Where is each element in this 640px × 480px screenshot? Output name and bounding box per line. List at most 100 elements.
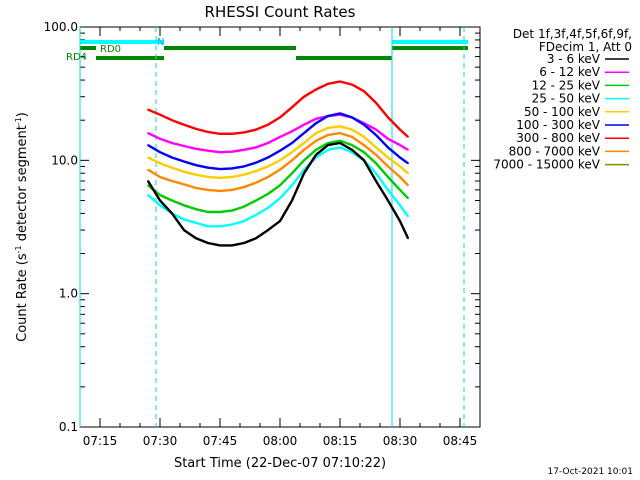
series-point: [363, 123, 365, 126]
series-point: [207, 211, 209, 213]
legend-header-line1: Det 1f,3f,4f,5f,6f,9f,: [513, 27, 632, 41]
series-point: [231, 176, 233, 178]
series-point: [267, 176, 269, 178]
legend-label: 100 - 300 keV: [516, 118, 600, 132]
series-point: [183, 218, 185, 221]
series-point: [407, 135, 409, 138]
series-point: [327, 82, 329, 85]
series-point: [231, 223, 233, 226]
series-point: [243, 220, 245, 223]
series-point: [303, 168, 305, 171]
series-point: [279, 159, 281, 162]
series-point: [339, 112, 341, 115]
series-point: [399, 128, 401, 131]
series-point: [171, 142, 173, 144]
series-point: [363, 90, 365, 93]
series-point: [407, 237, 409, 240]
legend-label: 50 - 100 keV: [524, 105, 601, 119]
series-point: [231, 150, 233, 153]
series-point: [171, 156, 173, 159]
series-point: [195, 128, 197, 130]
y-tick-label: 1.0: [59, 287, 78, 301]
series-point: [387, 189, 389, 191]
series-point: [147, 168, 149, 171]
legend-label: 800 - 7000 keV: [509, 144, 601, 158]
legend-label: 12 - 25 keV: [532, 78, 601, 92]
series-point: [267, 229, 269, 231]
flag-label-rd0: RD0: [100, 44, 121, 55]
series-point: [255, 199, 257, 202]
series-point: [291, 130, 293, 133]
series-point: [243, 242, 245, 244]
series-point: [399, 144, 401, 147]
series-point: [183, 170, 185, 173]
series-point: [243, 148, 245, 151]
series-point: [407, 172, 409, 175]
series-point: [375, 153, 377, 156]
y-tick-label: 10.0: [51, 153, 78, 167]
flags-layer: N RD0 RD4: [66, 37, 468, 63]
series-point: [387, 199, 389, 202]
series-point: [195, 164, 197, 167]
series-point: [303, 159, 305, 162]
series-point: [339, 142, 341, 144]
axes-layer: 0.1 1.0 10.0 100.0 07:15 07:30 07:45 08:00 08:15…: [44, 20, 481, 448]
series-point: [195, 221, 197, 224]
series-point: [303, 95, 305, 98]
series-point: [171, 166, 173, 169]
series-point: [159, 137, 161, 140]
series-point: [291, 172, 293, 175]
series-point: [171, 212, 173, 215]
series-point: [207, 131, 209, 133]
series-line-1: [147, 113, 409, 154]
series-point: [291, 142, 293, 144]
series-point: [183, 204, 185, 207]
series-point: [407, 184, 409, 187]
series-point: [267, 165, 269, 168]
series-point: [159, 162, 161, 165]
series-point: [219, 225, 221, 228]
series-point: [159, 194, 161, 196]
series-point: [303, 172, 305, 175]
series-point: [303, 142, 305, 144]
x-tick-label: 07:45: [203, 434, 238, 448]
series-point: [339, 146, 341, 149]
series-point: [267, 123, 269, 126]
series-point: [267, 206, 269, 209]
series-point: [231, 209, 233, 212]
series-point: [219, 189, 221, 192]
series-point: [231, 189, 233, 191]
series-point: [387, 146, 389, 149]
series-point: [171, 119, 173, 122]
legend-label: 7000 - 15000 keV: [493, 158, 600, 172]
series-point: [375, 101, 377, 104]
series-point: [147, 108, 149, 111]
series-point: [255, 146, 257, 149]
series-point: [183, 229, 185, 231]
series-point: [207, 189, 209, 191]
series-point: [327, 115, 329, 117]
series-point: [375, 134, 377, 136]
series-point: [399, 204, 401, 207]
flag-label-rd4: RD4: [66, 52, 87, 63]
x-tick-label: 07:30: [143, 434, 178, 448]
flag-label-n: N: [157, 37, 164, 48]
series-point: [219, 176, 221, 179]
series-point: [147, 144, 149, 147]
series-point: [147, 156, 149, 159]
series-point: [315, 148, 317, 151]
vlines-layer: [79, 27, 465, 427]
series-point: [375, 172, 377, 175]
series-point: [279, 184, 281, 187]
series-point: [363, 135, 365, 138]
series-point: [351, 135, 353, 138]
series-point: [279, 220, 281, 223]
series-point: [183, 123, 185, 126]
y-axis-label: Count Rate (s-1 detector segment-1): [14, 112, 30, 342]
series-point: [183, 145, 185, 147]
series-point: [351, 83, 353, 86]
series-point: [267, 193, 269, 195]
series-point: [387, 165, 389, 168]
footer-timestamp: 17-Oct-2021 10:01: [548, 467, 633, 477]
x-tick-label: 08:00: [263, 434, 298, 448]
